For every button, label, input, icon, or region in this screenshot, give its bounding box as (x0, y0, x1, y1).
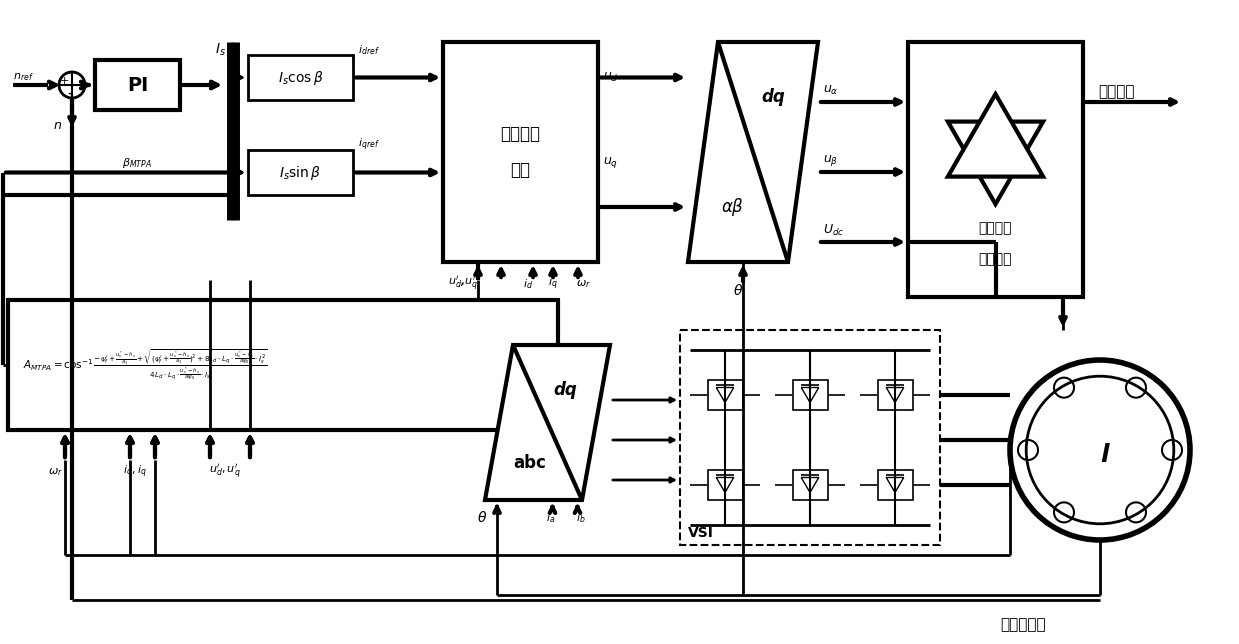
Text: PI: PI (126, 75, 149, 95)
Text: -: - (68, 89, 72, 99)
Text: $i_{dref}$: $i_{dref}$ (358, 43, 379, 57)
Bar (707, 380, 742, 410)
Bar (877, 380, 912, 410)
Text: VSI: VSI (688, 526, 714, 540)
Bar (680, 330, 940, 545)
Text: $u_q$: $u_q$ (603, 155, 618, 169)
Text: $u_d$: $u_d$ (603, 70, 618, 84)
Bar (793, 380, 828, 410)
Text: +: + (59, 76, 68, 86)
Text: $i_a$: $i_a$ (546, 511, 555, 525)
Bar (707, 470, 742, 500)
Text: $\theta$: $\theta$ (733, 283, 743, 298)
Bar (793, 470, 828, 500)
Text: $A_{MTPA}=\cos^{-1}\frac{-\psi_f'+\frac{u_s^*-h_s}{a_1}+\sqrt{(\psi_f'+\frac{u_s: $A_{MTPA}=\cos^{-1}\frac{-\psi_f'+\frac{… (24, 348, 268, 383)
Text: 矢量调制: 矢量调制 (979, 252, 1012, 266)
Text: $\theta$: $\theta$ (477, 511, 487, 526)
Text: 空间电压: 空间电压 (979, 221, 1012, 235)
Bar (444, 42, 598, 262)
Bar (95, 60, 180, 110)
Text: $I_s\sin\beta$: $I_s\sin\beta$ (280, 164, 322, 182)
Text: $n_{ref}$: $n_{ref}$ (12, 71, 33, 83)
Text: dq: dq (761, 88, 784, 106)
Bar (248, 55, 353, 100)
Text: $i_q$: $i_q$ (548, 276, 558, 292)
Circle shape (1010, 360, 1189, 540)
Text: $I_s$: $I_s$ (214, 42, 225, 58)
Text: $i_{qref}$: $i_{qref}$ (358, 137, 379, 153)
Polygon shape (948, 122, 1043, 204)
Text: 位置传感器: 位置传感器 (1000, 618, 1046, 632)
Text: $u_d'$,$u_q'$: $u_d'$,$u_q'$ (449, 275, 478, 293)
Circle shape (1026, 376, 1173, 524)
Text: $i_d$: $i_d$ (523, 277, 533, 291)
Bar (7, 300, 558, 430)
Polygon shape (948, 94, 1043, 176)
Polygon shape (688, 42, 818, 262)
Bar (248, 150, 353, 195)
Text: $u_\alpha$: $u_\alpha$ (823, 84, 839, 97)
Text: $\beta_{MTPA}$: $\beta_{MTPA}$ (123, 156, 152, 170)
Text: $u_d',u_q'$: $u_d',u_q'$ (209, 462, 240, 481)
Text: $u_\beta$: $u_\beta$ (823, 153, 839, 167)
Text: $i_d,i_q$: $i_d,i_q$ (123, 464, 147, 480)
Bar (908, 42, 1083, 297)
Text: 脉冲信号: 脉冲信号 (1098, 84, 1135, 100)
Text: $\omega_r$: $\omega_r$ (47, 466, 62, 478)
Text: 控制: 控制 (510, 160, 530, 178)
Text: $\alpha\beta$: $\alpha\beta$ (721, 196, 745, 218)
Text: $i_b$: $i_b$ (576, 511, 585, 525)
Text: abc: abc (513, 454, 546, 472)
Text: $I_s\cos\beta$: $I_s\cos\beta$ (278, 68, 323, 86)
Text: 前馈解耦: 前馈解耦 (501, 126, 540, 144)
Text: l: l (1100, 443, 1109, 467)
Text: dq: dq (554, 381, 577, 399)
Polygon shape (484, 345, 610, 500)
Text: $n$: $n$ (53, 118, 62, 131)
Text: $U_{dc}$: $U_{dc}$ (823, 222, 845, 238)
Text: $\omega_r$: $\omega_r$ (576, 278, 591, 290)
Bar (877, 470, 912, 500)
